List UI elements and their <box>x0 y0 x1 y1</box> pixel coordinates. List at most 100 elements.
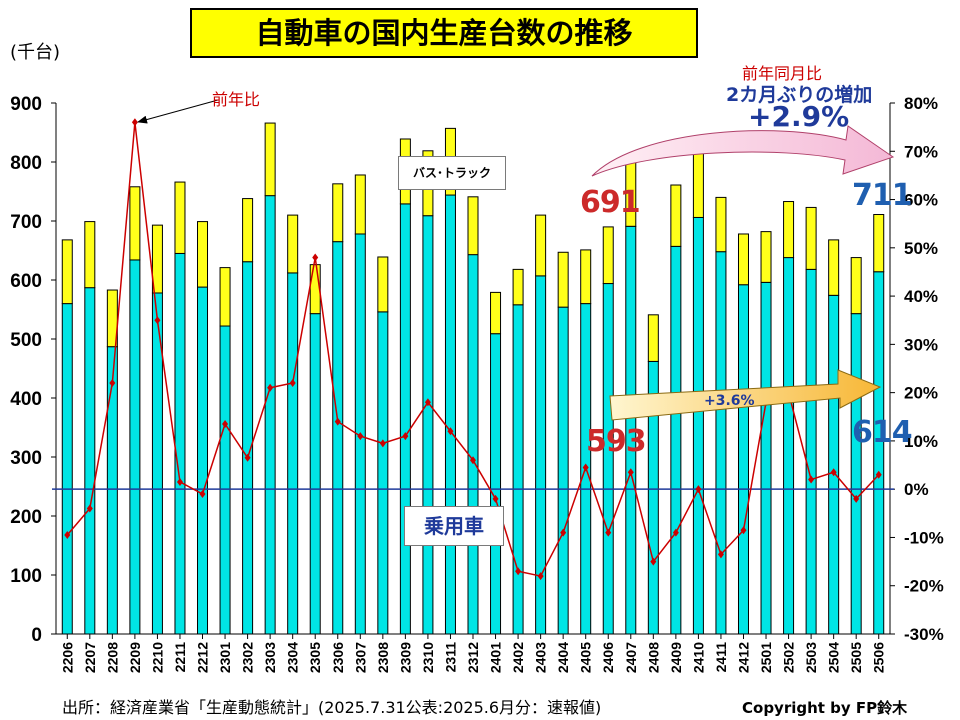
yoy-point <box>199 490 206 499</box>
yoy-point <box>131 118 138 127</box>
y2-tick-label: 60% <box>904 191 938 210</box>
chart-title: 自動車の国内生産台数の推移 <box>190 8 698 58</box>
bus-truck-bar <box>670 184 682 247</box>
bus-truck-bar <box>197 221 209 288</box>
x-tick-label: 2412 <box>735 642 751 673</box>
y2-tick-label: 50% <box>904 239 938 258</box>
passenger-bar <box>557 306 569 635</box>
bus-truck-bar <box>264 122 276 197</box>
passenger-bar <box>61 303 73 635</box>
passenger-bar <box>264 195 276 635</box>
passenger-car-label: 乗用車 <box>404 506 504 546</box>
bus-truck-bar <box>242 198 254 263</box>
passenger-bar <box>535 275 547 635</box>
y2-tick-label: 0% <box>904 480 929 499</box>
x-tick-label: 2312 <box>465 642 481 673</box>
y-tick-label: 500 <box>10 330 42 351</box>
x-tick-label: 2407 <box>623 642 639 673</box>
chart-axes: 0 100 200 300 400 500 600 700 800 900 -30% -20% -10%… <box>10 94 943 673</box>
y2-tick-label: -20% <box>904 577 944 596</box>
yoy-point <box>627 468 634 477</box>
bus-truck-bar <box>580 249 592 305</box>
bus-truck-label: バス･トラック <box>398 156 506 190</box>
x-tick-label: 2302 <box>240 642 256 673</box>
yoy-point <box>830 468 837 477</box>
y-tick-label: 600 <box>10 271 42 292</box>
x-tick-label: 2212 <box>195 642 211 673</box>
passenger-bar <box>828 294 840 635</box>
bus-truck-bar <box>332 183 344 243</box>
x-tick-label: 2410 <box>690 642 706 673</box>
yoy-point <box>222 420 229 429</box>
total-growth-percent: +2.9% <box>748 100 850 133</box>
bus-truck-bar <box>151 224 163 294</box>
x-tick-label: 2403 <box>533 642 549 673</box>
x-tick-label: 2209 <box>127 642 143 673</box>
bus-truck-bar <box>692 152 704 218</box>
yoy-point <box>537 572 544 581</box>
y-tick-label: 900 <box>10 94 42 115</box>
x-tick-label: 2505 <box>848 642 864 673</box>
x-tick-label: 2303 <box>262 642 278 673</box>
bus-truck-bar <box>873 214 885 273</box>
yoy-point <box>86 504 93 513</box>
passenger-bar <box>850 313 862 635</box>
passenger-bar <box>174 252 186 635</box>
passenger-bar <box>377 311 389 635</box>
yoy-point <box>515 567 522 576</box>
bus-truck-bar <box>850 257 862 315</box>
value-711: 711 <box>852 178 913 213</box>
bus-truck-bar <box>715 196 727 253</box>
x-tick-label: 2501 <box>758 642 774 673</box>
bus-truck-bar <box>512 268 524 306</box>
y2-tick-label: 80% <box>904 94 938 113</box>
passenger-bar <box>84 287 96 635</box>
x-tick-label: 2210 <box>149 642 165 673</box>
yoy-point <box>875 470 882 479</box>
yoy-point <box>424 398 431 407</box>
yoy-point <box>312 253 319 262</box>
passenger-bar <box>783 257 795 635</box>
x-tick-label: 2308 <box>375 642 391 673</box>
yoy-point <box>808 475 815 484</box>
y-tick-label: 700 <box>10 212 42 233</box>
passenger-bar <box>219 325 231 635</box>
yoy-point <box>605 528 612 537</box>
yoy-point <box>176 477 183 486</box>
value-614: 614 <box>852 415 913 450</box>
passenger-bar <box>309 313 321 635</box>
bus-truck-bar <box>84 221 96 289</box>
passenger-bar <box>287 272 299 635</box>
yoy-point <box>740 526 747 535</box>
yoy-point <box>582 463 589 472</box>
x-tick-label: 2411 <box>713 642 729 673</box>
yoy-point <box>560 528 567 537</box>
passenger-bar <box>737 284 749 635</box>
yoy-point <box>717 550 724 559</box>
yoy-point <box>334 417 341 426</box>
x-tick-label: 2401 <box>488 642 504 673</box>
bar-series <box>61 122 885 635</box>
x-tick-label: 2310 <box>420 642 436 673</box>
bus-truck-bar <box>535 214 547 277</box>
x-tick-label: 2306 <box>330 642 346 673</box>
passenger-bar <box>805 268 817 635</box>
passenger-bar <box>670 245 682 635</box>
x-tick-label: 2207 <box>82 642 98 673</box>
bus-truck-bar <box>354 174 366 235</box>
yoy-point <box>64 531 71 540</box>
y-tick-label: 300 <box>10 448 42 469</box>
passenger-bar <box>129 259 141 635</box>
value-593: 593 <box>586 424 647 459</box>
bus-truck-bar <box>783 201 795 259</box>
passenger-bar <box>760 281 772 635</box>
y2-tick-label: 40% <box>904 287 938 306</box>
yoy-same-month-title: 前年同月比 <box>742 64 823 83</box>
y2-tick-label: 70% <box>904 142 938 161</box>
bus-truck-bar <box>602 226 614 285</box>
bus-truck-bar <box>805 206 817 270</box>
bus-truck-bar <box>490 291 502 335</box>
bus-truck-bar <box>61 239 73 305</box>
passenger-bar <box>332 241 344 635</box>
